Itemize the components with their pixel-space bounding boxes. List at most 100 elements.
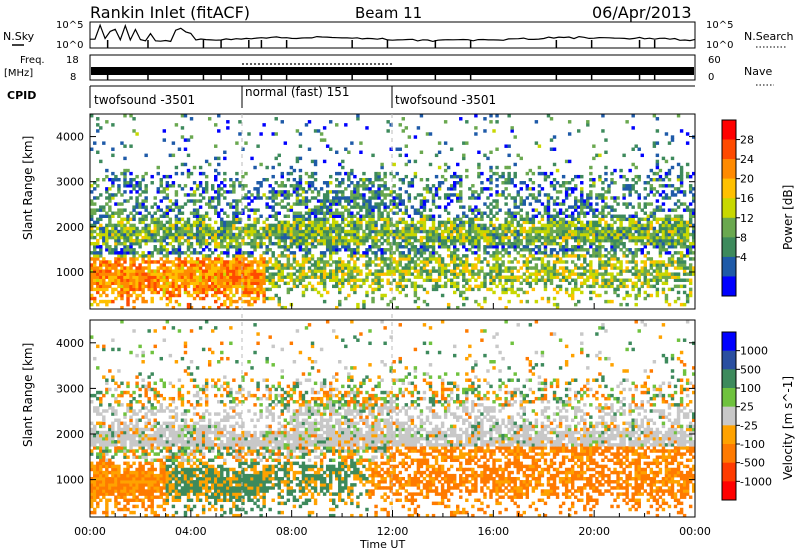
power-cell-229 [114, 263, 118, 267]
power-cell-4458 [610, 257, 614, 261]
power-cell-2395 [353, 235, 357, 240]
power-cell-1445 [244, 223, 248, 228]
power-cell-2748 [392, 190, 396, 194]
power-cell-557 [147, 223, 151, 228]
power-cell-1073 [204, 187, 209, 191]
power-cell-1582 [259, 181, 263, 185]
power-cell-2358 [350, 254, 354, 258]
power-cell-2022 [313, 287, 318, 292]
power-cell-3972 [549, 217, 554, 222]
power-cell-2974 [419, 114, 424, 118]
power-cell-1143 [214, 238, 218, 243]
power-cell-2132 [322, 126, 327, 130]
power-cell-1356 [235, 238, 239, 243]
power-cell-4559 [622, 187, 626, 191]
power-cell-1490 [250, 269, 254, 273]
power-cell-2067 [316, 205, 321, 209]
power-cell-2215 [335, 269, 339, 273]
power-cell-4016 [555, 260, 560, 264]
power-cell-4247 [583, 205, 587, 209]
power-cell-3329 [468, 284, 472, 289]
power-cell-1691 [274, 226, 278, 231]
power-cell-1889 [298, 266, 303, 270]
power-cell-3423 [480, 305, 484, 310]
power-cell-399 [129, 144, 133, 148]
power-cell-338 [123, 156, 127, 161]
power-cell-330 [123, 199, 127, 203]
power-cell-3455 [483, 229, 487, 234]
power-cell-1220 [223, 302, 227, 307]
power-cell-939 [192, 278, 197, 282]
power-cell-1827 [289, 171, 294, 176]
power-cell-614 [156, 248, 160, 252]
power-cell-947 [192, 248, 197, 252]
power-cell-4513 [616, 229, 620, 234]
power-cell-1862 [295, 241, 300, 246]
power-cell-3974 [549, 196, 554, 200]
power-cell-2084 [319, 238, 324, 243]
power-cell-2460 [359, 177, 363, 182]
power-cell-4582 [625, 177, 629, 182]
power-cell-3477 [486, 205, 490, 209]
power-cell-1275 [226, 214, 230, 218]
power-cell-308 [123, 284, 127, 289]
power-cell-1597 [262, 260, 266, 264]
power-cell-1834 [292, 260, 297, 264]
power-cell-3005 [425, 269, 430, 273]
power-cell-2800 [398, 187, 402, 191]
power-cell-3096 [437, 260, 442, 264]
power-cell-2987 [422, 235, 427, 240]
power-cell-3194 [449, 223, 454, 228]
power-cell-732 [168, 220, 173, 225]
power-cell-1019 [198, 165, 203, 170]
power-cell-3689 [513, 266, 517, 270]
power-cell-340 [123, 114, 127, 118]
power-cell-2348 [347, 171, 351, 176]
power-cell-4427 [604, 165, 608, 170]
power-cell-1159 [217, 305, 221, 310]
power-cell-1125 [211, 184, 215, 188]
power-cell-3105 [437, 223, 442, 228]
power-cell-1105 [211, 287, 215, 292]
power-cell-136 [102, 141, 106, 145]
power-cell-578 [150, 214, 154, 218]
power-cell-3416 [477, 196, 481, 200]
power-cell-4028 [555, 211, 560, 215]
power-cell-4734 [646, 235, 651, 240]
power-cell-2631 [380, 260, 384, 264]
power-cell-907 [186, 138, 191, 142]
power-cell-3930 [546, 272, 551, 276]
power-cell-663 [162, 263, 167, 267]
power-cell-4730 [646, 257, 651, 261]
power-cell-2588 [374, 205, 378, 209]
power-cell-4773 [652, 263, 657, 267]
power-cell-4729 [646, 269, 651, 273]
power-cell-4556 [622, 202, 626, 206]
power-cell-706 [165, 208, 170, 212]
power-cell-85 [96, 117, 100, 121]
power-cell-2479 [362, 202, 366, 206]
power-cell-2532 [368, 208, 372, 212]
power-cell-4384 [601, 238, 605, 243]
power-cell-1239 [223, 229, 227, 234]
power-cell-3240 [456, 248, 460, 252]
power-cell-179 [108, 245, 112, 249]
power-cell-4505 [616, 266, 620, 270]
power-cell-1871 [295, 214, 300, 218]
power-cell-2201 [332, 220, 336, 225]
power-cell-897 [186, 226, 191, 231]
power-cell-3865 [537, 248, 542, 252]
power-cell-1392 [238, 217, 242, 222]
power-cell-3555 [495, 202, 499, 206]
power-cell-2797 [398, 199, 402, 203]
power-cell-785 [174, 223, 179, 228]
power-cell-1362 [235, 214, 239, 218]
power-cell-316 [123, 257, 127, 261]
power-cell-1890 [298, 263, 303, 267]
power-cell-4498 [613, 181, 617, 185]
power-cell-3942 [546, 223, 551, 228]
power-cell-1256 [226, 281, 230, 286]
power-cell-1632 [268, 287, 272, 292]
power-cell-1131 [214, 281, 218, 286]
power-cell-3041 [428, 190, 433, 194]
